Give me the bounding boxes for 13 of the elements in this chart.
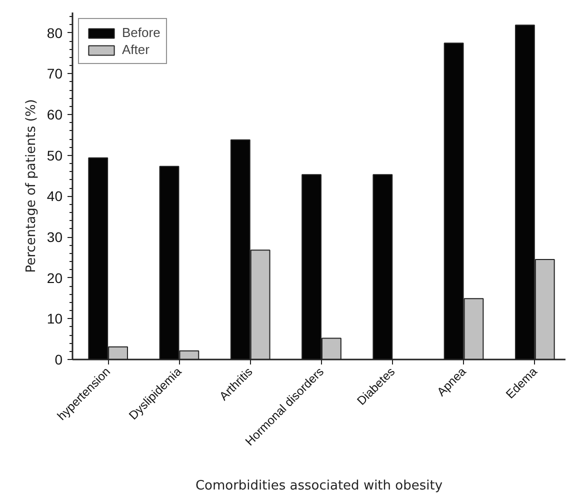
legend-label: After: [122, 42, 150, 57]
y-tick-label: 10: [46, 310, 63, 327]
y-tick-label: 60: [46, 106, 63, 123]
y-tick-label: 70: [46, 66, 63, 82]
y-axis-title: Percentage of patients (%): [24, 99, 39, 273]
y-tick-label: 0: [54, 352, 63, 368]
y-tick-label: 30: [46, 229, 63, 246]
y-tick-label: 40: [46, 188, 63, 204]
x-axis-title: Comorbidities associated with obesity: [195, 478, 443, 494]
y-tick-label: 50: [46, 147, 63, 164]
y-tick-label: 20: [46, 270, 63, 286]
legend-label: Before: [122, 25, 160, 40]
y-tick-label: 80: [46, 24, 63, 41]
